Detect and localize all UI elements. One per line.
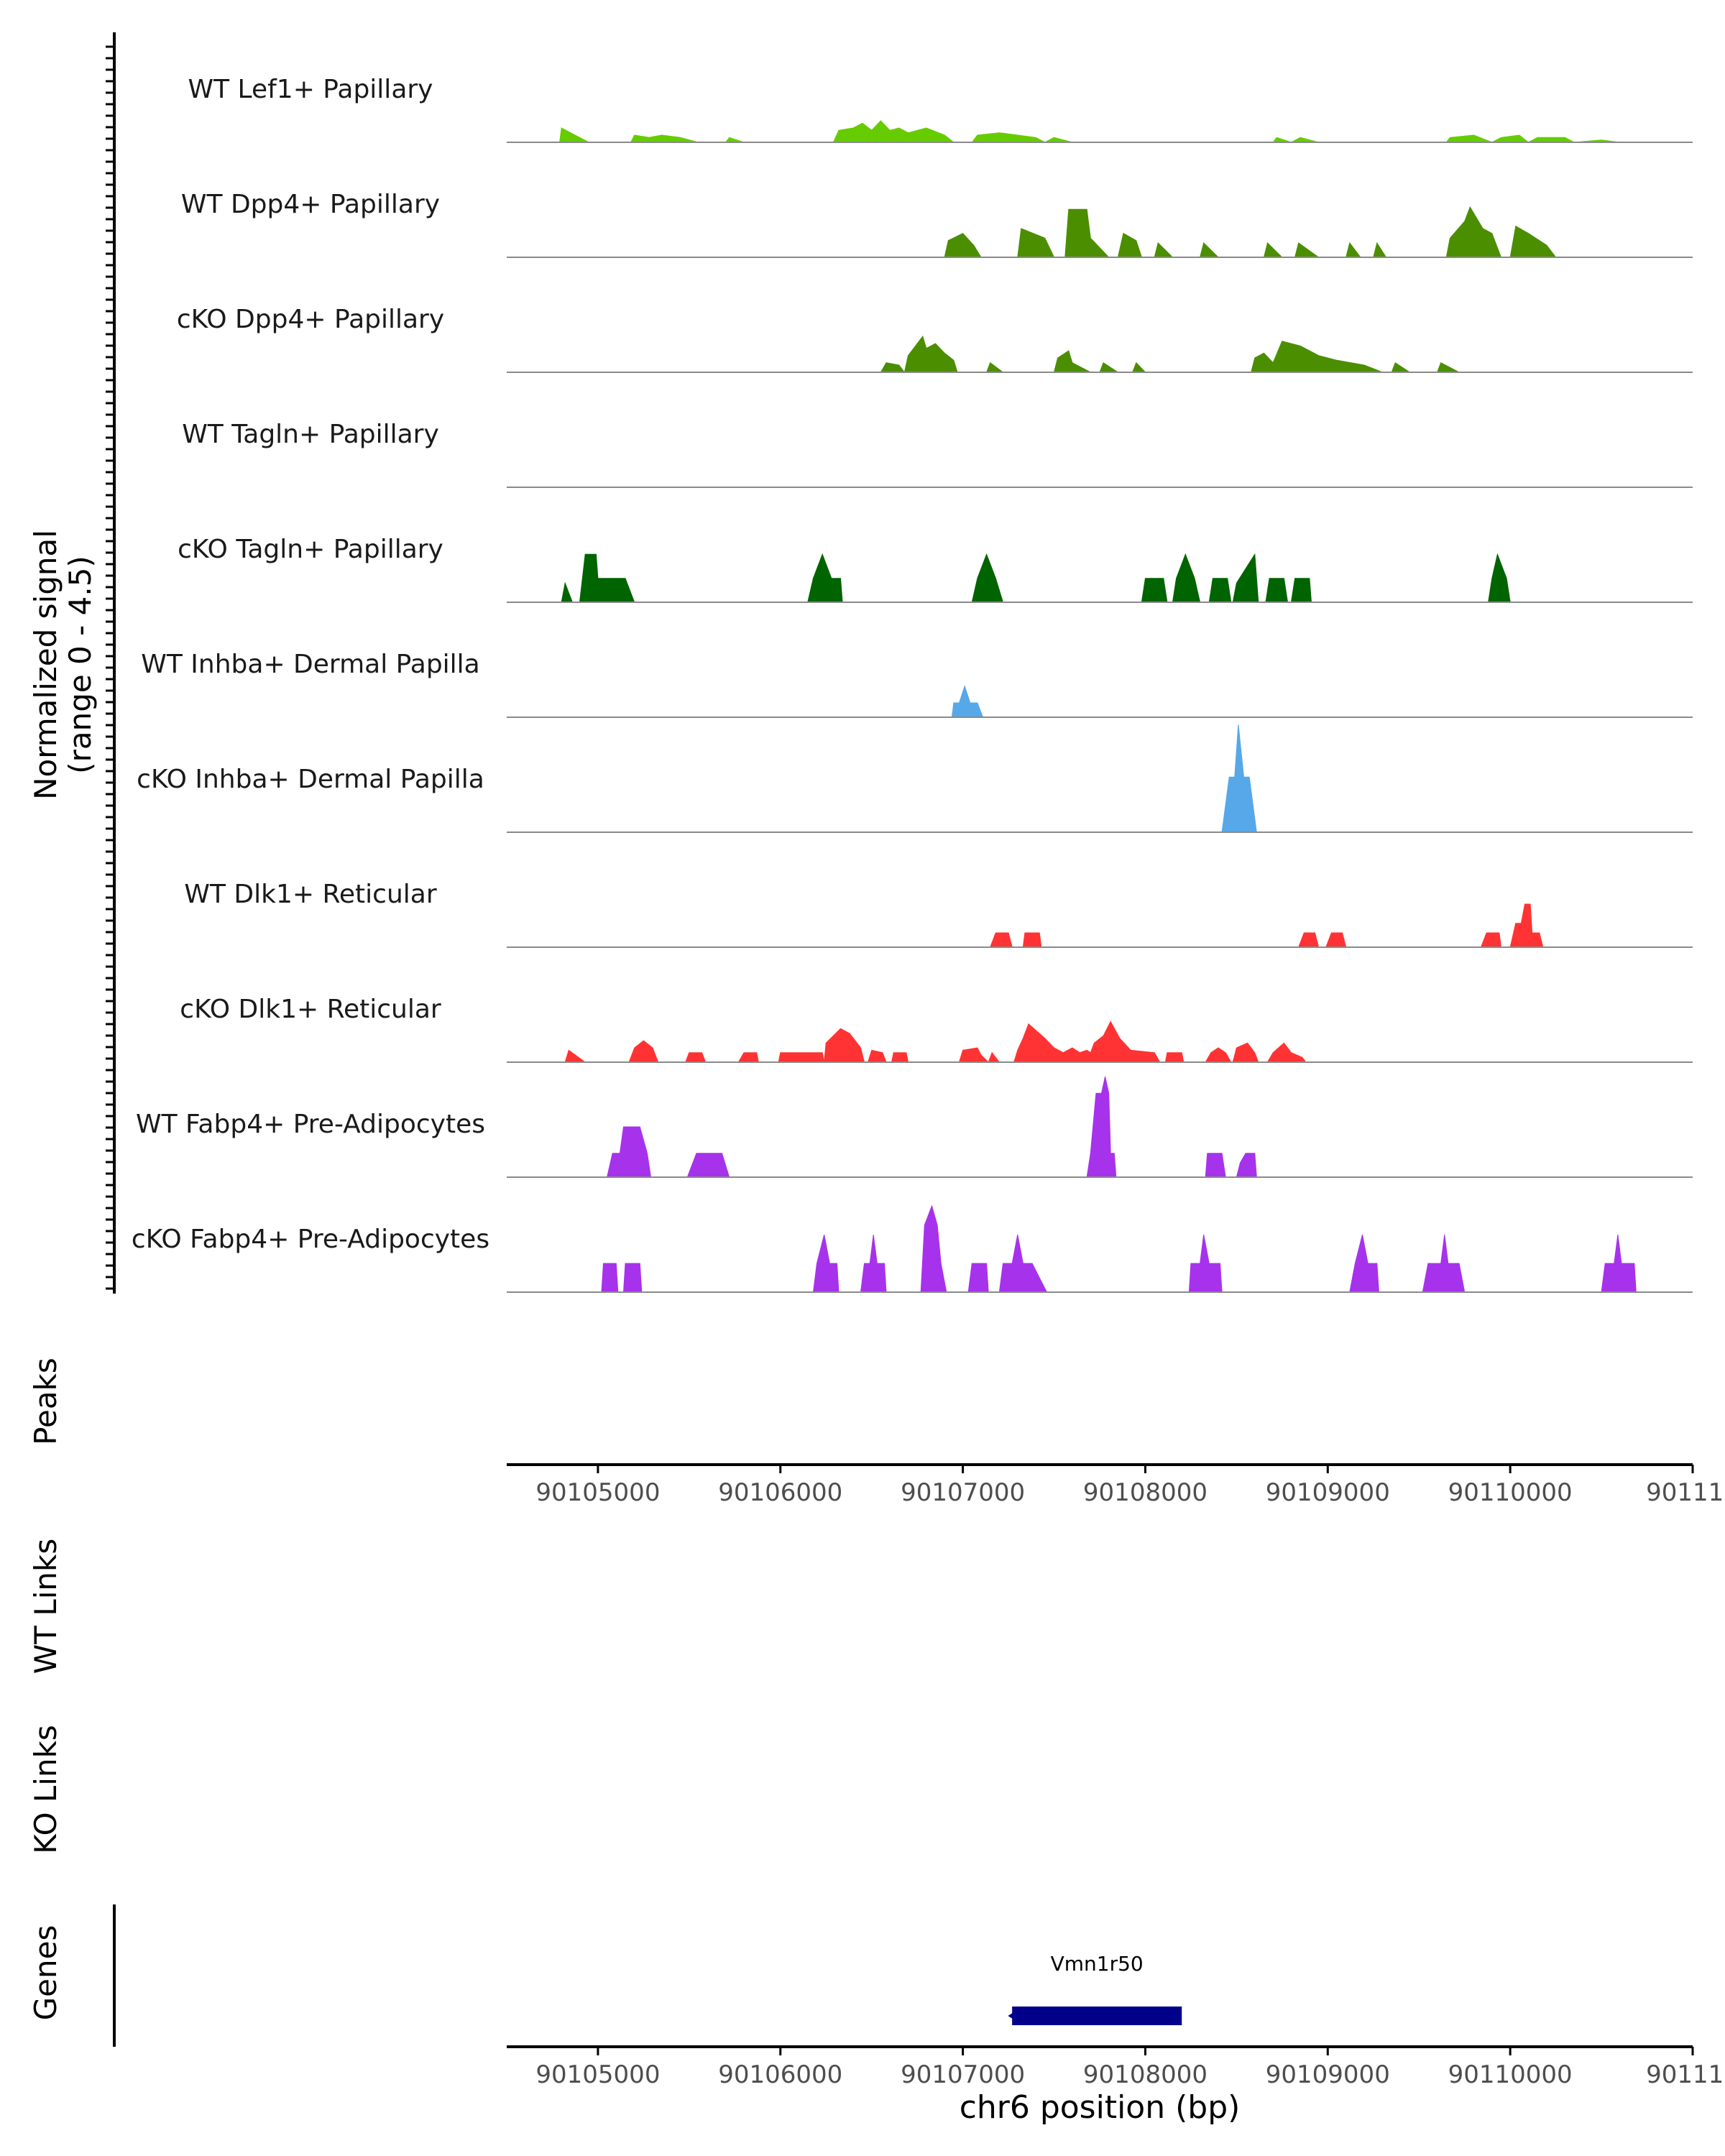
x-axis-tick-label: 90108000 bbox=[1083, 2060, 1208, 2089]
x-axis-tick-label: 90107000 bbox=[901, 2060, 1025, 2089]
peaks-x-axis: 90105000 90106000 90107000 90108000 90109000… bbox=[535, 1465, 1725, 1507]
track: cKO Dpp4+ Papillary bbox=[177, 305, 1693, 374]
track: cKO Inhba+ Dermal Papilla bbox=[137, 724, 1693, 833]
genes-x-axis: 90105000 90106000 90107000 90108000 90109000… bbox=[535, 2047, 1725, 2089]
track-label: cKO Inhba+ Dermal Papilla bbox=[137, 765, 484, 794]
coverage-area bbox=[559, 120, 1620, 143]
peaks-track-label: Peaks bbox=[28, 1358, 63, 1445]
coverage-area bbox=[944, 206, 1557, 258]
coverage-tracks: WT Lef1+ Papillary WT Dpp4+ Papillary cKO … bbox=[132, 75, 1693, 1293]
x-axis-tick-label: 901110 bbox=[1646, 1478, 1725, 1507]
x-axis-tick-label: 901110 bbox=[1646, 2060, 1725, 2089]
x-axis-tick-label: 90110000 bbox=[1448, 1478, 1573, 1507]
gene-label: Vmn1r50 bbox=[1051, 1952, 1144, 1976]
coverage-area bbox=[561, 553, 1511, 603]
coverage-area bbox=[564, 1021, 1307, 1063]
x-axis-tick-label: 90107000 bbox=[901, 1478, 1025, 1507]
track: cKO Dlk1+ Reticular bbox=[180, 995, 1693, 1063]
track-label: WT Dpp4+ Papillary bbox=[181, 190, 440, 219]
ko-links-track-label: KO Links bbox=[28, 1725, 63, 1854]
track-label: cKO Tagln+ Papillary bbox=[178, 535, 443, 564]
y-axis-label-line1: Normalized signal bbox=[28, 530, 63, 800]
track-label: WT Inhba+ Dermal Papilla bbox=[141, 650, 479, 679]
gene-body bbox=[1012, 2007, 1182, 2025]
x-axis-tick-label: 90108000 bbox=[1083, 1478, 1208, 1507]
coverage-area bbox=[601, 1204, 1637, 1293]
track-label: WT Dlk1+ Reticular bbox=[184, 880, 436, 909]
track-label: cKO Dlk1+ Reticular bbox=[180, 995, 441, 1024]
x-axis-tick-label: 90105000 bbox=[535, 1478, 660, 1507]
coverage-area bbox=[606, 1076, 1257, 1178]
track-label: cKO Dpp4+ Papillary bbox=[177, 305, 444, 334]
wt-links-track-label: WT Links bbox=[28, 1539, 63, 1674]
x-axis-tick-label: 90106000 bbox=[718, 2060, 842, 2089]
x-axis-tick-label: 90109000 bbox=[1266, 2060, 1390, 2089]
x-axis-tick-label: 90110000 bbox=[1448, 2060, 1573, 2089]
track-label: cKO Fabp4+ Pre-Adipocytes bbox=[132, 1225, 489, 1254]
track: cKO Tagln+ Papillary bbox=[178, 535, 1693, 603]
y-axis-label-line2: (range 0 - 4.5) bbox=[63, 556, 98, 774]
track-label: WT Lef1+ Papillary bbox=[188, 75, 433, 104]
track: WT Dlk1+ Reticular bbox=[184, 880, 1693, 948]
genes-track-label: Genes bbox=[28, 1925, 63, 2021]
x-axis-tick-label: 90105000 bbox=[535, 2060, 660, 2089]
track: WT Lef1+ Papillary bbox=[188, 75, 1693, 143]
x-axis-label: chr6 position (bp) bbox=[960, 2089, 1241, 2126]
track: WT Inhba+ Dermal Papilla bbox=[141, 650, 1693, 718]
track-label: WT Tagln+ Papillary bbox=[182, 420, 439, 449]
coverage-area bbox=[951, 685, 984, 718]
track: WT Tagln+ Papillary bbox=[182, 420, 1693, 488]
gene-strand-arrow bbox=[1008, 2007, 1024, 2024]
coverage-area bbox=[989, 903, 1544, 948]
track: cKO Fabp4+ Pre-Adipocytes bbox=[132, 1204, 1693, 1293]
x-axis-tick-label: 90109000 bbox=[1266, 1478, 1390, 1507]
coverage-area bbox=[880, 335, 1460, 374]
coverage-area bbox=[1221, 724, 1257, 833]
x-axis-tick-label: 90106000 bbox=[718, 1478, 842, 1507]
coverage-y-axis-ticks bbox=[106, 45, 114, 1290]
gene-track: Vmn1r50 bbox=[1008, 1952, 1182, 2025]
track-label: WT Fabp4+ Pre-Adipocytes bbox=[136, 1110, 485, 1139]
track: WT Fabp4+ Pre-Adipocytes bbox=[136, 1076, 1693, 1178]
track: WT Dpp4+ Papillary bbox=[181, 190, 1693, 258]
